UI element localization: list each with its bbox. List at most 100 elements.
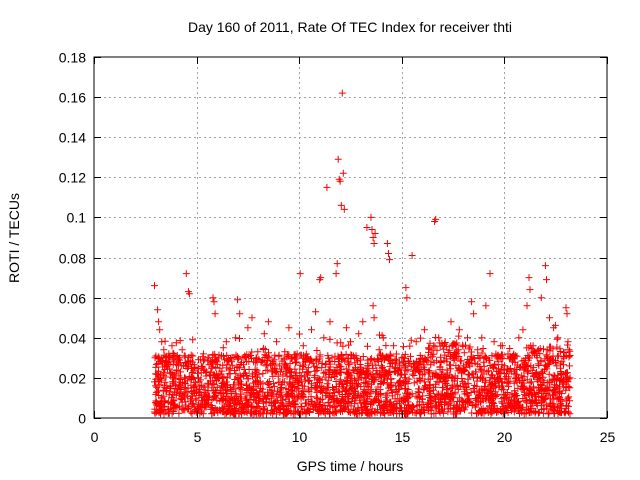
data-point bbox=[174, 356, 182, 364]
data-point bbox=[317, 274, 325, 282]
data-point bbox=[420, 326, 428, 334]
data-point bbox=[180, 352, 188, 360]
data-point bbox=[515, 334, 523, 342]
data-point bbox=[386, 256, 393, 264]
data-point bbox=[394, 366, 402, 374]
data-point bbox=[182, 270, 190, 278]
y-tick-label: 0.04 bbox=[59, 331, 86, 347]
y-tick-label: 0.1 bbox=[67, 210, 87, 226]
data-point bbox=[371, 230, 379, 237]
data-point bbox=[269, 366, 276, 374]
data-point bbox=[240, 370, 248, 378]
data-point bbox=[558, 358, 566, 366]
data-point bbox=[533, 354, 541, 362]
x-axis-label: GPS time / hours bbox=[297, 458, 404, 474]
data-point bbox=[152, 382, 160, 390]
data-point bbox=[260, 330, 268, 338]
data-point bbox=[339, 169, 347, 177]
data-point bbox=[256, 378, 264, 386]
y-tick-label: 0.08 bbox=[59, 251, 86, 267]
data-point bbox=[566, 374, 574, 382]
data-point bbox=[468, 298, 476, 306]
data-point bbox=[439, 342, 447, 350]
data-point bbox=[550, 324, 558, 332]
x-tick-label: 20 bbox=[497, 429, 513, 445]
data-point bbox=[162, 354, 170, 362]
tick-labels: 0 0.02 0.04 0.06 0.08 0.1 0.12 0.14 0.16 0.18 0 5 10… bbox=[59, 50, 616, 446]
plot-border bbox=[93, 56, 608, 419]
data-point bbox=[402, 284, 410, 292]
data-point bbox=[338, 89, 346, 97]
data-point bbox=[498, 342, 506, 350]
data-point bbox=[367, 213, 375, 221]
data-point bbox=[151, 378, 158, 386]
data-point bbox=[185, 290, 193, 298]
data-point bbox=[541, 262, 549, 270]
data-point bbox=[565, 346, 573, 354]
data-point bbox=[519, 326, 527, 334]
data-point bbox=[562, 304, 570, 312]
y-tick-label: 0.16 bbox=[59, 90, 86, 106]
data-point bbox=[178, 346, 186, 354]
x-tick-label: 25 bbox=[600, 429, 616, 445]
x-tick-label: 15 bbox=[395, 429, 411, 445]
chart-title: Day 160 of 2011, Rate Of TEC Index for r… bbox=[188, 19, 512, 35]
data-point bbox=[369, 234, 377, 241]
data-point bbox=[451, 350, 459, 358]
y-tick-label: 0.18 bbox=[59, 50, 86, 66]
data-point bbox=[289, 374, 297, 382]
data-point bbox=[172, 370, 180, 378]
data-point bbox=[155, 318, 163, 326]
data-point bbox=[342, 324, 350, 332]
data-point bbox=[170, 378, 178, 386]
data-point bbox=[355, 330, 363, 338]
data-point bbox=[219, 344, 227, 352]
data-point bbox=[486, 270, 494, 278]
data-point bbox=[308, 326, 315, 334]
y-tick-label: 0.14 bbox=[59, 130, 86, 146]
data-point bbox=[168, 394, 176, 402]
data-point bbox=[248, 314, 256, 322]
y-tick-label: 0.06 bbox=[59, 291, 86, 307]
data-point bbox=[537, 294, 545, 302]
data-point bbox=[379, 334, 387, 342]
data-point bbox=[281, 348, 289, 356]
data-point bbox=[368, 226, 376, 233]
data-point bbox=[347, 338, 354, 346]
data-point bbox=[232, 334, 240, 342]
data-point bbox=[474, 346, 482, 354]
data-point bbox=[151, 282, 158, 290]
data-point bbox=[273, 338, 281, 346]
y-tick-label: 0 bbox=[78, 411, 86, 427]
data-point bbox=[285, 324, 293, 332]
data-point bbox=[193, 386, 201, 394]
y-axis-label: ROTI / TECUs bbox=[6, 193, 22, 283]
data-point bbox=[264, 318, 272, 326]
data-point bbox=[209, 294, 217, 302]
data-point bbox=[435, 334, 443, 342]
data-point bbox=[529, 342, 537, 350]
data-point bbox=[326, 318, 334, 326]
data-point bbox=[201, 366, 209, 374]
data-point bbox=[370, 240, 378, 247]
data-point bbox=[333, 260, 341, 268]
data-point bbox=[478, 334, 486, 342]
data-point bbox=[494, 358, 502, 366]
data-point bbox=[234, 296, 242, 304]
data-point bbox=[359, 318, 367, 326]
data-point bbox=[554, 334, 562, 342]
data-point bbox=[432, 215, 440, 223]
data-point bbox=[416, 358, 424, 366]
data-point bbox=[511, 366, 519, 374]
data-point bbox=[211, 310, 219, 318]
x-tick-label: 0 bbox=[91, 429, 99, 445]
data-point bbox=[408, 252, 416, 259]
x-tick-label: 5 bbox=[194, 429, 202, 445]
data-point bbox=[564, 338, 572, 346]
data-point bbox=[507, 354, 515, 362]
data-point bbox=[525, 274, 533, 282]
data-point bbox=[383, 240, 391, 247]
data-point bbox=[328, 354, 336, 362]
data-point bbox=[482, 302, 490, 310]
